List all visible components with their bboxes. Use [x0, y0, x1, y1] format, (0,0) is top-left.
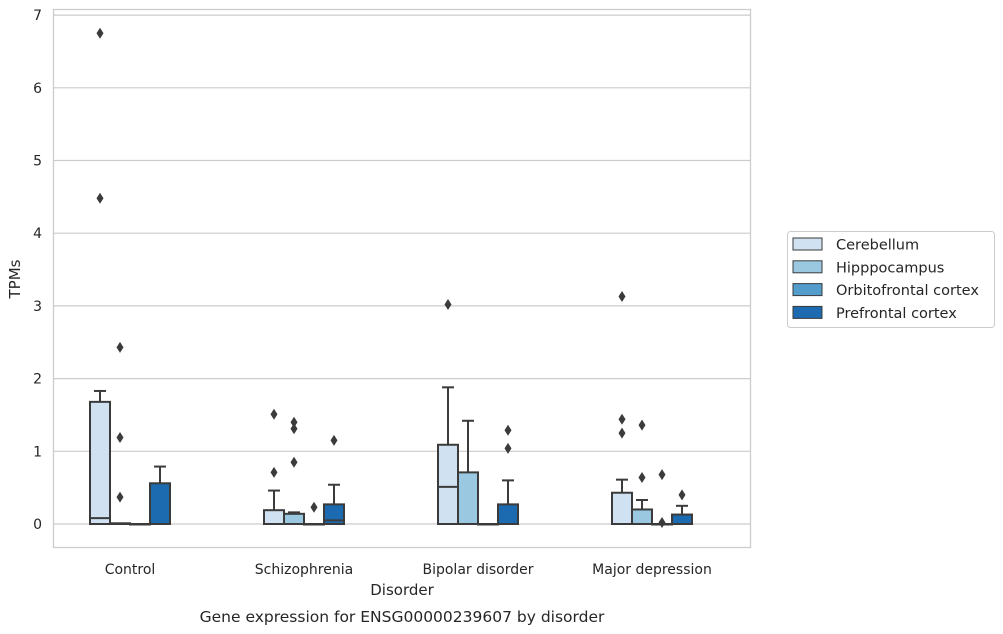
- box-2-1: [457, 419, 479, 525]
- chart-caption: Gene expression for ENSG00000239607 by d…: [200, 608, 605, 626]
- outlier-point: [270, 408, 278, 420]
- outlier-point: [96, 192, 104, 204]
- box-2-2: [477, 523, 499, 526]
- box-body: [323, 503, 345, 526]
- box-body: [149, 482, 171, 525]
- box-3-2: [651, 469, 673, 529]
- box-body: [671, 513, 693, 526]
- box-body: [457, 471, 479, 525]
- box-1-1: [283, 416, 305, 526]
- box-2-0: [437, 298, 459, 525]
- outlier-point: [290, 456, 298, 468]
- outlier-point: [330, 434, 338, 446]
- x-tick-label: Control: [105, 562, 156, 578]
- legend-entry: Orbitofrontal cortex: [836, 283, 979, 299]
- y-tick-label: 5: [33, 154, 42, 170]
- y-tick-label: 4: [33, 226, 42, 242]
- legend-entry: Prefrontal cortex: [836, 306, 957, 322]
- y-tick-labels: 0 1 2 3 4 5 6 7: [33, 8, 42, 533]
- outlier-point: [310, 501, 318, 513]
- boxes-layer: [89, 27, 693, 529]
- outlier-point: [638, 471, 646, 483]
- box-1-0: [263, 408, 285, 526]
- box-body: [263, 509, 285, 526]
- outlier-point: [290, 416, 298, 428]
- box-0-3: [149, 465, 171, 525]
- legend-swatch: [792, 260, 823, 274]
- y-tick-label: 1: [33, 444, 42, 460]
- outlier-point: [618, 427, 626, 439]
- box-0-0: [89, 27, 111, 526]
- y-tick-label: 6: [33, 81, 42, 97]
- gridlines: [54, 14, 750, 525]
- box-3-0: [611, 290, 633, 526]
- x-axis-label: Disorder: [370, 581, 434, 599]
- outlier-point: [270, 466, 278, 478]
- box-2-3: [497, 424, 519, 526]
- outlier-point: [444, 298, 452, 310]
- legend-entry: Hipppocampus: [836, 260, 944, 276]
- outlier-point: [504, 424, 512, 436]
- outlier-point: [290, 423, 298, 435]
- box-body: [611, 491, 633, 526]
- outlier-point: [116, 491, 124, 503]
- outlier-point: [504, 442, 512, 454]
- outlier-point: [638, 419, 646, 431]
- outlier-point: [96, 27, 104, 39]
- outlier-point: [658, 469, 666, 481]
- x-tick-label: Schizophrenia: [255, 562, 353, 578]
- outlier-point: [618, 290, 626, 302]
- outlier-point: [618, 413, 626, 425]
- legend-swatch: [792, 283, 823, 297]
- y-axis-label: TPMs: [6, 259, 24, 299]
- legend-swatch: [792, 305, 823, 319]
- outlier-point: [116, 431, 124, 443]
- outlier-point: [116, 341, 124, 353]
- box-body: [631, 508, 653, 525]
- legend-entry: Cerebellum: [836, 238, 919, 254]
- plot-frame: [52, 8, 752, 549]
- box-body: [89, 400, 111, 526]
- box-3-1: [631, 419, 653, 525]
- x-tick-label: Major depression: [592, 562, 712, 578]
- x-tick-labels: Control Schizophrenia Bipolar disorder Majo…: [105, 562, 712, 578]
- legend: Cerebellum Hipppocampus Orbitofrontal cort…: [787, 231, 995, 328]
- y-tick-label: 2: [33, 372, 42, 388]
- box-3-3: [671, 489, 693, 526]
- legend-swatch: [792, 237, 823, 251]
- y-tick-label: 0: [33, 517, 42, 533]
- box-0-1: [109, 341, 131, 526]
- x-tick-label: Bipolar disorder: [422, 562, 533, 578]
- box-1-2: [303, 501, 325, 526]
- y-tick-label: 7: [33, 8, 42, 24]
- box-0-2: [129, 523, 151, 526]
- outlier-point: [678, 489, 686, 501]
- box-body: [283, 512, 305, 526]
- outlier-point: [658, 517, 666, 529]
- box-1-3: [323, 434, 345, 526]
- box-body: [497, 503, 519, 526]
- legend-frame: [787, 231, 995, 328]
- y-tick-label: 3: [33, 299, 42, 315]
- box-body: [437, 443, 459, 525]
